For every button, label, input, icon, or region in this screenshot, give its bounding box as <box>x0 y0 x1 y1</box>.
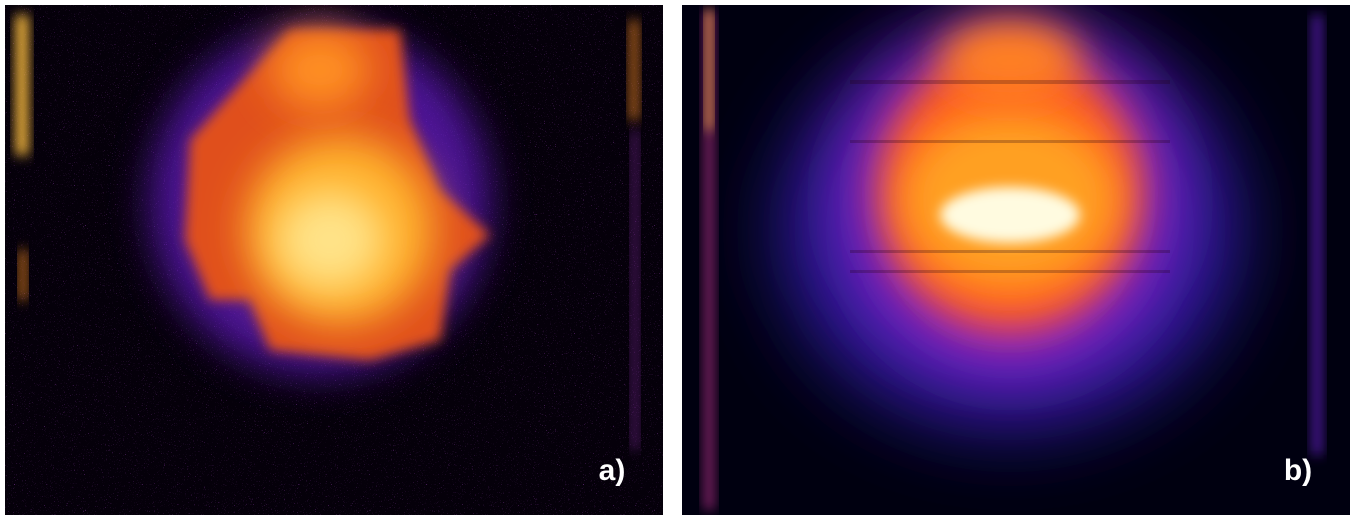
panel-a: a) <box>5 5 663 515</box>
panel-b: b) <box>682 5 1350 515</box>
stripes <box>850 80 1170 273</box>
panel-label: a) <box>599 454 626 487</box>
panel-label: b) <box>1284 454 1312 487</box>
